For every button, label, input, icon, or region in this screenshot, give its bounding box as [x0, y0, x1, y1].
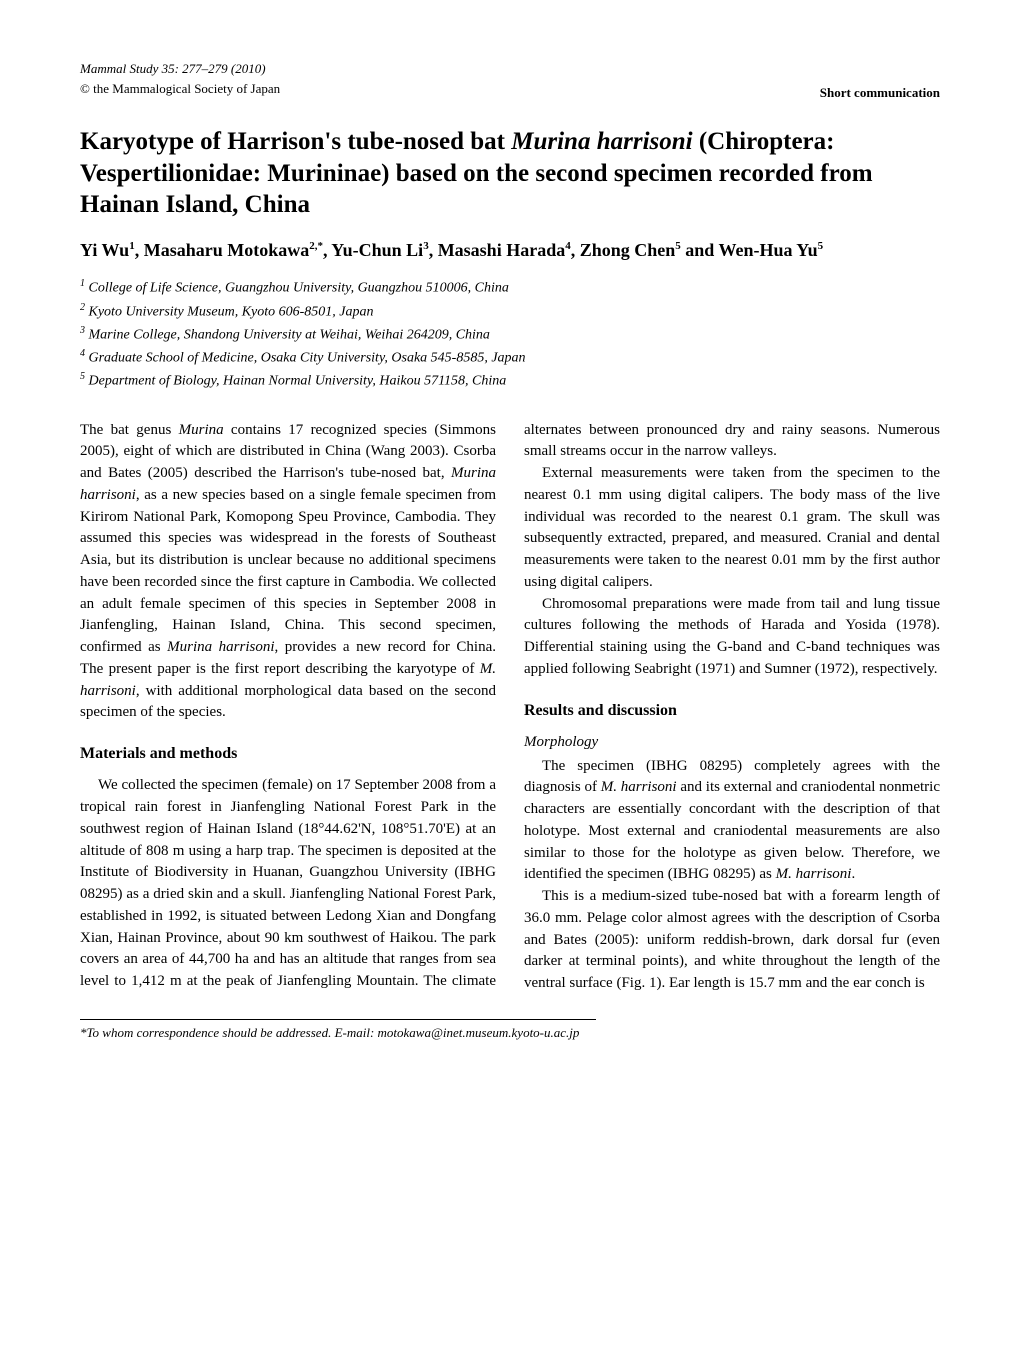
results-p2: This is a medium-sized tube-nosed bat wi…: [524, 886, 940, 995]
species-name: Murina: [179, 422, 224, 438]
affiliation-line: 4 Graduate School of Medicine, Osaka Cit…: [80, 347, 940, 368]
journal-info: Mammal Study 35: 277–279 (2010): [80, 60, 940, 78]
author-list: Yi Wu1, Masaharu Motokawa2,*, Yu-Chun Li…: [80, 238, 940, 263]
text-span: We collected the specimen (female) on 17…: [80, 777, 496, 989]
morphology-heading: Morphology: [524, 732, 940, 754]
affiliation-list: 1 College of Life Science, Guangzhou Uni…: [80, 277, 940, 391]
results-p1: The specimen (IBHG 08295) completely agr…: [524, 756, 940, 887]
species-name: M. harrisoni: [601, 779, 677, 795]
affiliation-line: 3 Marine College, Shandong University at…: [80, 324, 940, 345]
title-species: Murina harrisoni: [511, 128, 692, 155]
affiliation-line: 5 Department of Biology, Hainan Normal U…: [80, 370, 940, 391]
materials-p3: Chromosomal preparations were made from …: [524, 594, 940, 681]
affiliation-line: 1 College of Life Science, Guangzhou Uni…: [80, 277, 940, 298]
intro-paragraph: The bat genus Murina contains 17 recogni…: [80, 420, 496, 725]
text-span: .: [851, 866, 855, 882]
materials-heading: Materials and methods: [80, 742, 496, 765]
title-pre: Karyotype of Harrison's tube-nosed bat: [80, 128, 511, 155]
results-heading: Results and discussion: [524, 699, 940, 722]
text-span: The bat genus: [80, 422, 179, 438]
text-span: , as a new species based on a single fem…: [80, 487, 496, 655]
text-span: , with additional morphological data bas…: [80, 683, 496, 721]
copyright-line: © the Mammalogical Society of Japan: [80, 80, 940, 98]
article-type: Short communication: [820, 84, 940, 102]
affiliation-line: 2 Kyoto University Museum, Kyoto 606-850…: [80, 301, 940, 322]
header-block: Mammal Study 35: 277–279 (2010) © the Ma…: [80, 60, 940, 98]
species-name: M. harrisoni: [776, 866, 852, 882]
body-text: The bat genus Murina contains 17 recogni…: [80, 420, 940, 995]
materials-p2: External measurements were taken from th…: [524, 463, 940, 594]
correspondence-footer: *To whom correspondence should be addres…: [80, 1019, 596, 1042]
article-title: Karyotype of Harrison's tube-nosed bat M…: [80, 126, 940, 220]
species-name: Murina harrisoni: [167, 639, 274, 655]
